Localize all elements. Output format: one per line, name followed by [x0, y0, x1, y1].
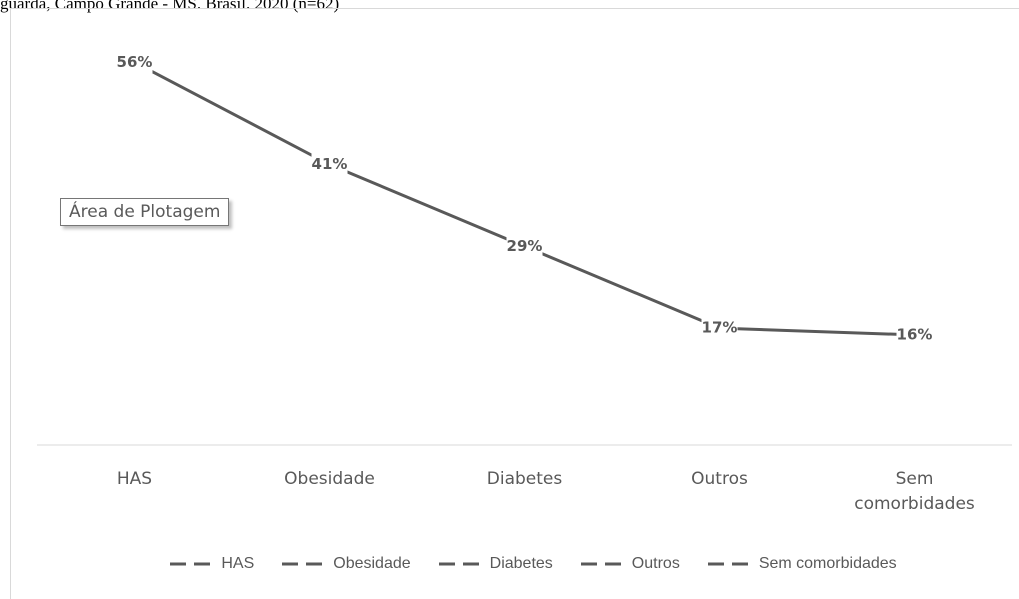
legend-marker	[438, 562, 485, 566]
data-label-bg	[896, 323, 933, 346]
chart-frame	[10, 8, 1019, 599]
legend-item: HAS	[168, 555, 254, 573]
chart-title: guarda, Campo Grande - MS. Brasil. 2020 …	[0, 0, 340, 13]
x-tick-label: Outros	[691, 469, 748, 489]
data-label: 17%	[702, 319, 738, 337]
legend-marker	[170, 562, 217, 566]
x-tick-label: Sem comorbidades	[854, 469, 975, 514]
data-label: 41%	[312, 155, 348, 173]
legend-item: Obesidade	[280, 555, 411, 573]
legend-marker	[282, 562, 329, 566]
legend-label: Outros	[631, 555, 680, 572]
line-series	[133, 60, 915, 337]
legend-item: Outros	[579, 555, 680, 573]
data-label: 29%	[507, 237, 543, 255]
legend-marker	[707, 562, 754, 566]
data-label: 16%	[897, 325, 933, 343]
x-tick-label: Diabetes	[486, 469, 563, 489]
legend-label: Diabetes	[489, 555, 553, 572]
data-label-bg	[506, 235, 543, 258]
legend-label: HAS	[221, 555, 255, 572]
data-label: 56%	[117, 53, 153, 71]
legend-item: Sem comorbidades	[706, 555, 897, 573]
data-label-bg	[116, 51, 153, 74]
data-label-bg	[701, 317, 738, 340]
tooltip: Área de Plotagem	[60, 198, 230, 226]
legend: HAS Obesidade Diabetes Outros Sem comorbidad…	[0, 555, 1019, 573]
legend-marker	[580, 562, 627, 566]
legend-label: Sem comorbidades	[758, 555, 897, 572]
x-tick-label: Obesidade	[284, 469, 375, 489]
data-label-bg	[311, 153, 348, 176]
legend-item: Diabetes	[437, 555, 553, 573]
x-tick-label: HAS	[116, 469, 153, 489]
legend-label: Obesidade	[333, 555, 411, 572]
